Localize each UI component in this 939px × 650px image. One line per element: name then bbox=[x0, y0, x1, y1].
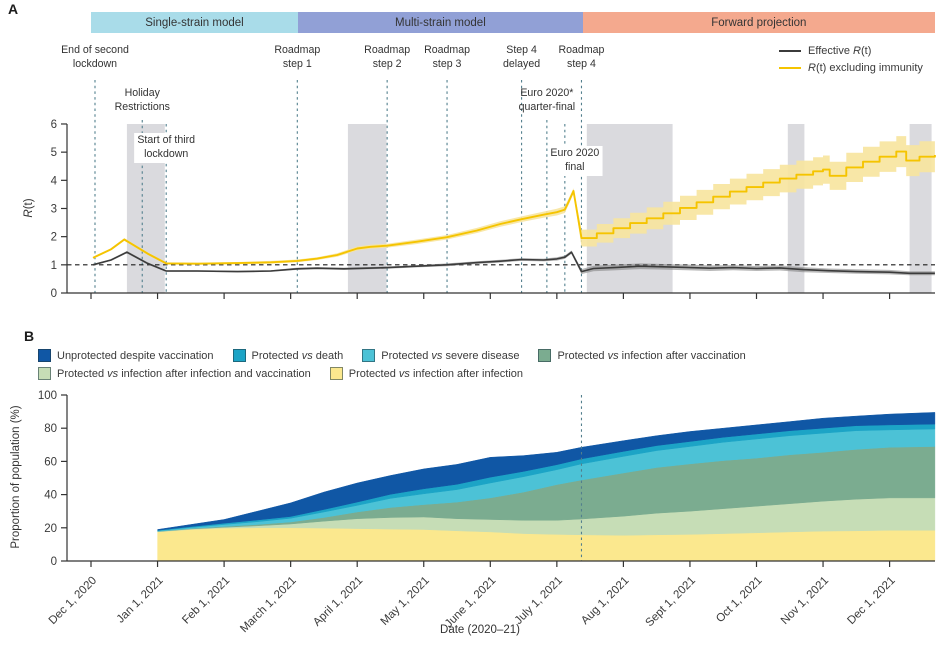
panel-b-y-tick-label: 80 bbox=[44, 423, 57, 435]
panel-a-legend: Effective R(t) R(t) excluding immunity bbox=[779, 45, 923, 74]
panel-b-x-tick-label: April 1, 2021 bbox=[311, 575, 365, 629]
legend-item-label: Protected vs infection after infection bbox=[348, 367, 524, 380]
panel-b-y-tick-label: 100 bbox=[38, 390, 57, 402]
confidence-band bbox=[93, 136, 935, 265]
panel-b-x-tick-label: July 1, 2021 bbox=[513, 575, 565, 627]
stacked-area-layer-5 bbox=[157, 412, 936, 531]
panel-a-y-tick-label: 2 bbox=[51, 232, 57, 244]
series-line bbox=[92, 150, 936, 265]
panel-b-legend-row-1: Unprotected despite vaccination Protected… bbox=[38, 349, 746, 362]
panel-b-legend: Unprotected despite vaccination Protected… bbox=[38, 349, 746, 380]
panel-b-x-tick-label: June 1, 2021 bbox=[443, 575, 499, 631]
panel-b-y-tick-label: 40 bbox=[44, 490, 57, 502]
legend-item-label: Protected vs infection after infection a… bbox=[57, 367, 311, 380]
panel-a-axes bbox=[61, 123, 935, 299]
panel-b-x-tick-label: Oct 1, 2021 bbox=[714, 575, 765, 626]
legend-item-5: Protected vs infection after infection bbox=[329, 367, 524, 380]
legend-item-4: Protected vs infection after infection a… bbox=[38, 367, 311, 380]
panel-b-x-tick-label: Jan 1, 2021 bbox=[115, 575, 166, 626]
legend-item-label: R(t) excluding immunity bbox=[808, 62, 923, 74]
series-line bbox=[92, 251, 935, 275]
phase-band-forward-projection: Forward projection bbox=[582, 12, 935, 33]
legend-swatch bbox=[38, 349, 51, 362]
panel-a-y-tick-label: 0 bbox=[51, 288, 57, 300]
series-effective-rt bbox=[92, 250, 935, 276]
legend-item-1: Protected vs death bbox=[232, 349, 344, 362]
panel-a-y-tick-label: 1 bbox=[51, 260, 57, 272]
legend-item-label: Protected vs severe disease bbox=[381, 349, 520, 362]
legend-item-effective-rt: Effective R(t) bbox=[779, 45, 923, 57]
legend-swatch bbox=[538, 349, 552, 362]
legend-item-3: Protected vs infection after vaccination bbox=[538, 349, 746, 362]
panel-b-x-tick-label: Aug 1, 2021 bbox=[579, 575, 631, 627]
panel-b-x-axis-label: Date (2020–21) bbox=[440, 624, 520, 636]
panel-b-legend-row-2: Protected vs infection after infection a… bbox=[38, 367, 746, 380]
panel-a-y-tick-label: 4 bbox=[51, 175, 58, 187]
phase-band-single-strain-model: Single-strain model bbox=[91, 12, 298, 33]
legend-swatch bbox=[38, 367, 51, 380]
panel-b-x-tick-label: Feb 1, 2021 bbox=[180, 575, 232, 627]
legend-item-rt-excluding-immunity: R(t) excluding immunity bbox=[779, 62, 923, 74]
legend-item-label: Effective R(t) bbox=[808, 45, 872, 57]
legend-item-label: Unprotected despite vaccination bbox=[57, 349, 214, 362]
panel-b-x-tick-label: Sept 1, 2021 bbox=[643, 575, 698, 630]
panel-a-y-tick-label: 3 bbox=[51, 203, 57, 215]
effective-rt-line-swatch bbox=[779, 49, 801, 53]
panel-b-x-tick-label: May 1, 2021 bbox=[379, 575, 432, 628]
legend-swatch bbox=[362, 349, 376, 362]
rt-excluding-immunity-line-swatch bbox=[779, 66, 801, 70]
legend-item-label: Protected vs infection after vaccination bbox=[557, 349, 746, 362]
panel-b-x-tick-label: Nov 1, 2021 bbox=[779, 575, 831, 627]
phase-band-multi-strain-model: Multi-strain model bbox=[297, 12, 583, 33]
legend-item-0: Unprotected despite vaccination bbox=[38, 349, 214, 362]
legend-item-label: Protected vs death bbox=[251, 349, 344, 362]
legend-swatch bbox=[329, 367, 343, 380]
panel-b-x-tick-label: March 1, 2021 bbox=[238, 575, 298, 635]
panel-b-y-tick-label: 20 bbox=[44, 523, 57, 535]
panel-b-y-tick-label: 60 bbox=[44, 456, 57, 468]
panel-b-y-axis-label: Proportion of population (%) bbox=[10, 405, 22, 549]
panel-a-y-tick-label: 6 bbox=[51, 119, 57, 131]
panel-b-label: B bbox=[24, 328, 35, 344]
panel-b-chart: 0 20 40 60 80 100 Dec 1, 2020 Jan 1, 2021 Feb 1,… bbox=[38, 390, 936, 635]
legend-item-2: Protected vs severe disease bbox=[362, 349, 519, 362]
panel-b-x-tick-label: Dec 1, 2020 bbox=[47, 575, 99, 627]
panel-a-y-tick-label: 5 bbox=[51, 147, 57, 159]
legend-swatch bbox=[232, 349, 246, 362]
panel-b-y-tick-label: 0 bbox=[51, 556, 57, 568]
panel-b-x-tick-label: Dec 1, 2021 bbox=[845, 575, 897, 627]
panel-a-y-axis-label: R(t) bbox=[23, 198, 35, 218]
panel-b-axes bbox=[61, 394, 935, 567]
series-rt-excluding-immunity bbox=[92, 136, 936, 265]
panel-a-label: A bbox=[8, 1, 19, 17]
